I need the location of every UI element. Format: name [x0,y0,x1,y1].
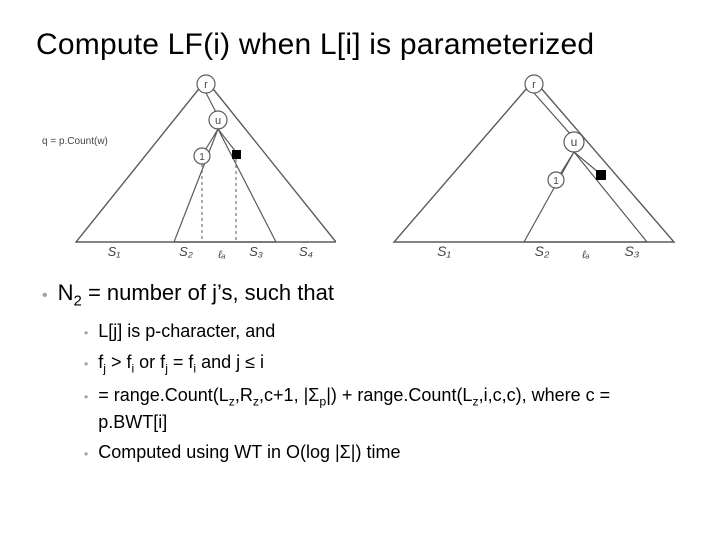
n2-post: = number of j’s, such that [82,280,334,305]
root-label-r: r [532,79,536,91]
edge-u-leaf1-r [559,152,574,176]
u-subtree-r [524,152,647,242]
ell-label: ℓₐ [217,249,226,261]
s3-label: S₃ [249,244,263,259]
s2-label: S₂ [179,244,193,259]
diagram-left: r u 1 S₁ S [36,72,336,262]
s4-label: S₄ [299,244,313,259]
inner-bullet-2: • fj > fi or fj = fi and j ≤ i [84,350,684,377]
u-label-r: u [571,135,578,149]
tree-left-svg: r u 1 S₁ S [36,72,336,262]
bullet-dot-icon: • [84,446,88,462]
side-annot: q = p.Count(w) [42,136,108,147]
inner-bullet-text: Computed using WT in O(log |Σ|) time [98,440,400,464]
n2-pre: N [58,280,74,305]
main-bullet-text: N2 = number of j’s, such that [58,280,334,309]
inner-bullet-text: fj > fi or fj = fi and j ≤ i [98,350,264,377]
bullet-block: • N2 = number of j’s, such that • L[j] i… [36,280,684,465]
root-label: r [204,79,208,91]
s2-label-r: S₂ [535,243,550,259]
bullet-dot-icon: • [84,356,88,372]
slide: Compute LF(i) when L[i] is parameterized… [0,0,720,540]
outer-triangle-r [394,80,674,242]
edge-u-sq-r [574,152,598,172]
s3-label-r: S₃ [625,243,640,259]
s1-label: S₁ [108,244,121,259]
bullet-dot-icon: • [84,325,88,341]
u-label: u [215,115,221,127]
leaf1-label: 1 [199,152,205,163]
black-square [232,150,241,159]
edge-u-sq [218,129,236,152]
u-subtree-triangle [174,129,276,242]
tree-right-svg: r u 1 S₁ S₂ S₃ ℓₐ [384,72,684,262]
inner-bullet-3: • = range.Count(Lz,Rz,c+1, |Σp|) + range… [84,383,684,434]
black-square-r [596,170,606,180]
main-bullet: • N2 = number of j’s, such that [42,280,684,309]
ell-label-r: ℓₐ [581,249,590,261]
bullet-dot-icon: • [42,285,48,307]
slide-title: Compute LF(i) when L[i] is parameterized [36,28,684,62]
edge-r-u-r [534,93,572,136]
inner-bullet-text: L[j] is p-character, and [98,319,275,343]
inner-bullet-text: = range.Count(Lz,Rz,c+1, |Σp|) + range.C… [98,383,684,434]
diagrams-row: r u 1 S₁ S [36,72,684,272]
inner-bullet-4: • Computed using WT in O(log |Σ|) time [84,440,684,464]
s1-label-r: S₁ [437,243,451,259]
inner-bullet-list: • L[j] is p-character, and • fj > fi or … [84,319,684,464]
inner-bullet-1: • L[j] is p-character, and [84,319,684,343]
diagram-right: r u 1 S₁ S₂ S₃ ℓₐ [384,72,684,262]
n2-sub: 2 [74,292,82,309]
bullet-dot-icon: • [84,389,88,405]
leaf1-label-r: 1 [553,176,559,187]
